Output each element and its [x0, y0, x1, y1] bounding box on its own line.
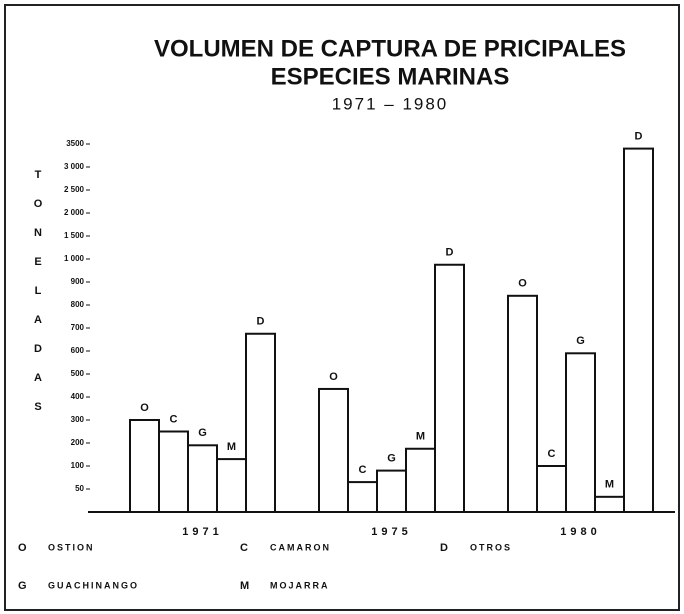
- bar: [216, 458, 247, 514]
- bar: [129, 419, 160, 513]
- x-tick-label: 1980: [560, 526, 600, 538]
- bar-key: O: [518, 278, 527, 290]
- y-tick-label: 700: [71, 323, 85, 332]
- bar: [245, 332, 276, 513]
- bar: [318, 387, 349, 514]
- y-tick-label: 1 000: [64, 254, 85, 263]
- y-tick-label: 200: [71, 438, 85, 447]
- y-tick-label: 2 000: [64, 208, 85, 217]
- bar: [376, 469, 407, 514]
- legend-key: D: [440, 542, 448, 554]
- bar: [594, 495, 625, 514]
- bar-key: O: [329, 371, 338, 383]
- legend-label: OSTION: [48, 542, 95, 552]
- chart-title: VOLUMEN DE CAPTURA DE PRICIPALES: [154, 35, 626, 62]
- bar: [405, 447, 436, 513]
- bar-key: O: [140, 402, 149, 414]
- bar: [347, 481, 378, 514]
- legend-label: OTROS: [470, 542, 512, 552]
- bar-key: G: [576, 335, 585, 347]
- y-tick-label: 50: [75, 484, 84, 493]
- bar-key: D: [635, 131, 643, 143]
- legend-key: O: [18, 542, 27, 554]
- y-tick-label: 3 000: [64, 162, 85, 171]
- x-tick-label: 1975: [371, 526, 411, 538]
- legend-key: C: [240, 542, 248, 554]
- bar: [623, 147, 654, 513]
- legend-label: MOJARRA: [270, 580, 330, 590]
- bar-key: C: [548, 448, 556, 460]
- bar-key: C: [359, 464, 367, 476]
- bar-key: D: [257, 316, 265, 328]
- legend-label: GUACHINANGO: [48, 580, 139, 590]
- bar-key: M: [416, 431, 425, 443]
- y-tick-label: 1 500: [64, 231, 85, 240]
- x-tick-label: 1971: [182, 526, 222, 538]
- y-tick-label: 3500: [66, 139, 84, 148]
- bar-key: C: [170, 413, 178, 425]
- bar-key: G: [387, 453, 396, 465]
- bar: [158, 430, 189, 513]
- y-tick-label: 900: [71, 277, 85, 286]
- legend-key: M: [240, 580, 249, 592]
- bar: [187, 444, 218, 513]
- bar: [507, 294, 538, 513]
- legend-key: G: [18, 580, 27, 592]
- bar: [565, 352, 596, 513]
- y-tick-label: 100: [71, 461, 85, 470]
- frame: [4, 4, 680, 611]
- y-tick-label: 300: [71, 415, 85, 424]
- y-tick-label: 500: [71, 369, 85, 378]
- y-tick-label: 600: [71, 346, 85, 355]
- bar-key: G: [198, 427, 207, 439]
- chart-subtitle: ESPECIES MARINAS: [271, 63, 510, 90]
- y-tick-label: 800: [71, 300, 85, 309]
- y-tick-label: 2 500: [64, 185, 85, 194]
- bar-key: M: [227, 441, 236, 453]
- bar-key: D: [446, 247, 454, 259]
- period: 1971 – 1980: [332, 94, 449, 113]
- bar-key: M: [605, 479, 614, 491]
- bar: [434, 263, 465, 513]
- legend-label: CAMARON: [270, 542, 331, 552]
- bar: [536, 465, 567, 513]
- y-tick-label: 400: [71, 392, 85, 401]
